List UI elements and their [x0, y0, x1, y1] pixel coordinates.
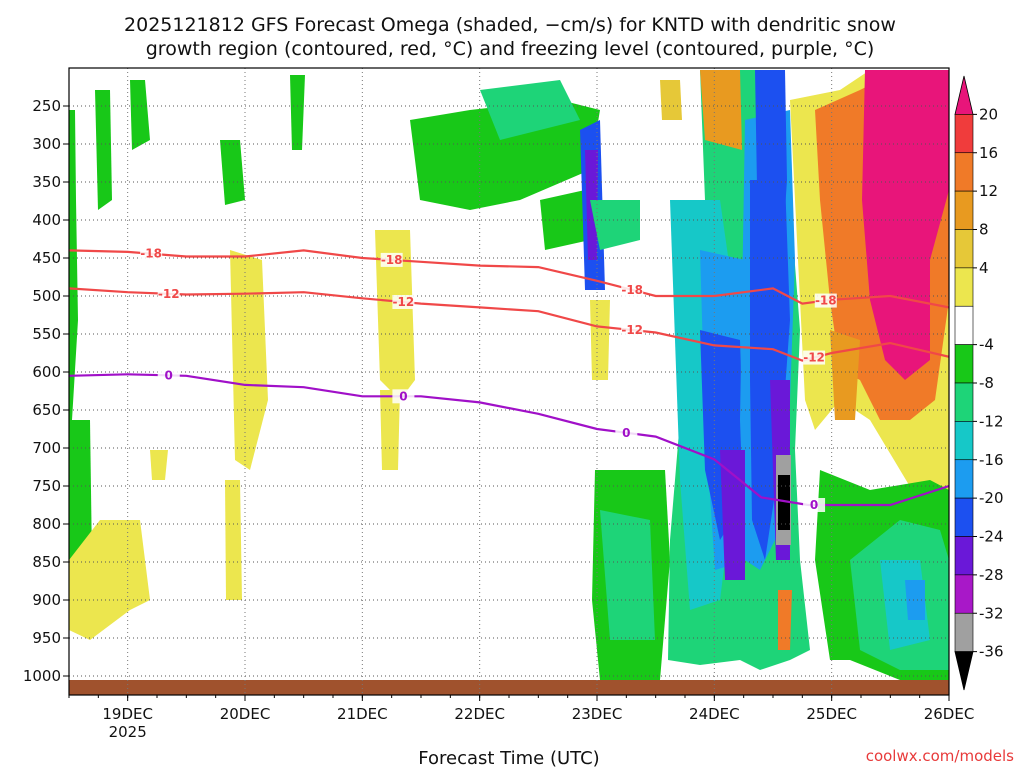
colorbar-label: 12	[979, 182, 998, 200]
contour-label: 0	[622, 426, 630, 440]
x-tick-label: 25DEC	[806, 705, 857, 723]
colorbar: 20 16 12 8 4 -4 -8 -12 -16 -20 -24 -28 -32 -36	[954, 75, 1004, 691]
colorbar-cap-top	[954, 75, 974, 115]
x-year-label: 2025	[109, 723, 147, 741]
colorbar-label: -12	[979, 412, 1004, 430]
x-tick-label: 24DEC	[689, 705, 740, 723]
y-tick-label: 350	[32, 173, 61, 191]
chart-title-line2: growth region (contoured, red, °C) and f…	[146, 38, 875, 60]
y-tick-label: 850	[32, 553, 61, 571]
y-tick-label: 550	[32, 325, 61, 343]
chart-title-line1: 2025121812 GFS Forecast Omega (shaded, −…	[124, 14, 896, 36]
colorbar-swatch	[954, 229, 974, 269]
y-tick-label: 650	[32, 401, 61, 419]
y-tick-label: 300	[32, 135, 61, 153]
y-tick-label: 800	[32, 515, 61, 533]
colorbar-swatch	[954, 190, 974, 230]
y-tick-label: 500	[32, 287, 61, 305]
contour-label: -18	[815, 294, 837, 308]
colorbar-swatch	[954, 344, 974, 384]
colorbar-swatch	[954, 114, 974, 154]
colorbar-label: -8	[979, 374, 994, 392]
y-tick-label: 400	[32, 211, 61, 229]
colorbar-label: -4	[979, 336, 994, 354]
contour-label: -12	[393, 295, 415, 309]
colorbar-cap-bottom	[954, 651, 974, 691]
x-tick-label: 22DEC	[454, 705, 505, 723]
contour-label: 0	[165, 368, 173, 382]
contour-label-bg	[380, 252, 403, 267]
colorbar-swatch	[954, 305, 974, 345]
x-tick-label: 21DEC	[337, 705, 388, 723]
colorbar-label: 8	[979, 221, 989, 239]
y-tick-label: 1000	[23, 667, 61, 685]
colorbar-swatch	[954, 421, 974, 461]
contour-label-bg	[392, 295, 415, 310]
colorbar-swatch	[954, 382, 974, 422]
x-axis-label: Forecast Time (UTC)	[418, 748, 599, 768]
contour-label-bg	[814, 293, 837, 308]
y-tick-label: 950	[32, 629, 61, 647]
colorbar-label: 4	[979, 259, 989, 277]
plot-area: -18 -18 -18 -18 -12 -12 -12 -12 0 0 0 0	[69, 68, 949, 695]
colorbar-label: 16	[979, 144, 998, 162]
contour-label: -18	[381, 253, 403, 267]
contour-label: -18	[621, 283, 643, 297]
omega-shading	[69, 70, 949, 680]
colorbar-swatch	[954, 152, 974, 192]
colorbar-label: -32	[979, 604, 1004, 622]
contour-line	[69, 249, 949, 309]
colorbar-swatch	[954, 497, 974, 537]
colorbar-label: 20	[979, 105, 998, 123]
y-axis: 250 300 350 400 450 500 550 600 650 700 750 800 850 9…	[23, 97, 69, 685]
colorbar-swatch	[954, 574, 974, 614]
contour-label-bg	[803, 350, 826, 365]
contour-label: 0	[810, 498, 818, 512]
ground-strip	[69, 680, 949, 695]
contour-label-bg	[803, 498, 826, 512]
contour-label: -12	[621, 323, 643, 337]
contour-label-bg	[392, 389, 415, 404]
x-tick-label: 26DEC	[924, 705, 975, 723]
y-tick-label: 900	[32, 591, 61, 609]
y-tick-label: 700	[32, 439, 61, 457]
credit-text: coolwx.com/models	[866, 747, 1014, 765]
colorbar-label: -24	[979, 528, 1004, 546]
contour-label: 0	[399, 389, 407, 403]
contour-label: -12	[803, 351, 825, 365]
x-tick-label: 20DEC	[220, 705, 271, 723]
colorbar-label: -16	[979, 451, 1004, 469]
colorbar-label: -20	[979, 489, 1004, 507]
contour-label-bg	[615, 425, 638, 440]
colorbar-swatch	[954, 267, 974, 307]
colorbar-label: -28	[979, 566, 1004, 584]
y-tick-label: 450	[32, 249, 61, 267]
x-tick-label: 19DEC	[102, 705, 153, 723]
colorbar-swatch	[954, 459, 974, 499]
x-tick-label: 23DEC	[572, 705, 623, 723]
contours: -18 -18 -18 -18 -12 -12 -12 -12 0 0 0 0	[69, 247, 949, 512]
colorbar-swatch	[954, 536, 974, 576]
contour-label-bg	[157, 286, 180, 301]
contour-label-bg	[157, 368, 180, 383]
grid	[69, 68, 949, 695]
y-tick-label: 250	[32, 97, 61, 115]
contour-label: -18	[140, 247, 162, 261]
contour-label-bg	[621, 282, 644, 297]
contour-label-bg	[140, 246, 163, 261]
contour-label-bg	[621, 323, 644, 338]
y-tick-label: 750	[32, 477, 61, 495]
y-tick-label: 600	[32, 363, 61, 381]
contour-label: -12	[158, 287, 180, 301]
colorbar-swatch	[954, 612, 974, 652]
x-axis: 19DEC 20DEC 21DEC 22DEC 23DEC 24DEC 25DEC 26DEC…	[68, 695, 975, 741]
colorbar-label: -36	[979, 643, 1004, 661]
